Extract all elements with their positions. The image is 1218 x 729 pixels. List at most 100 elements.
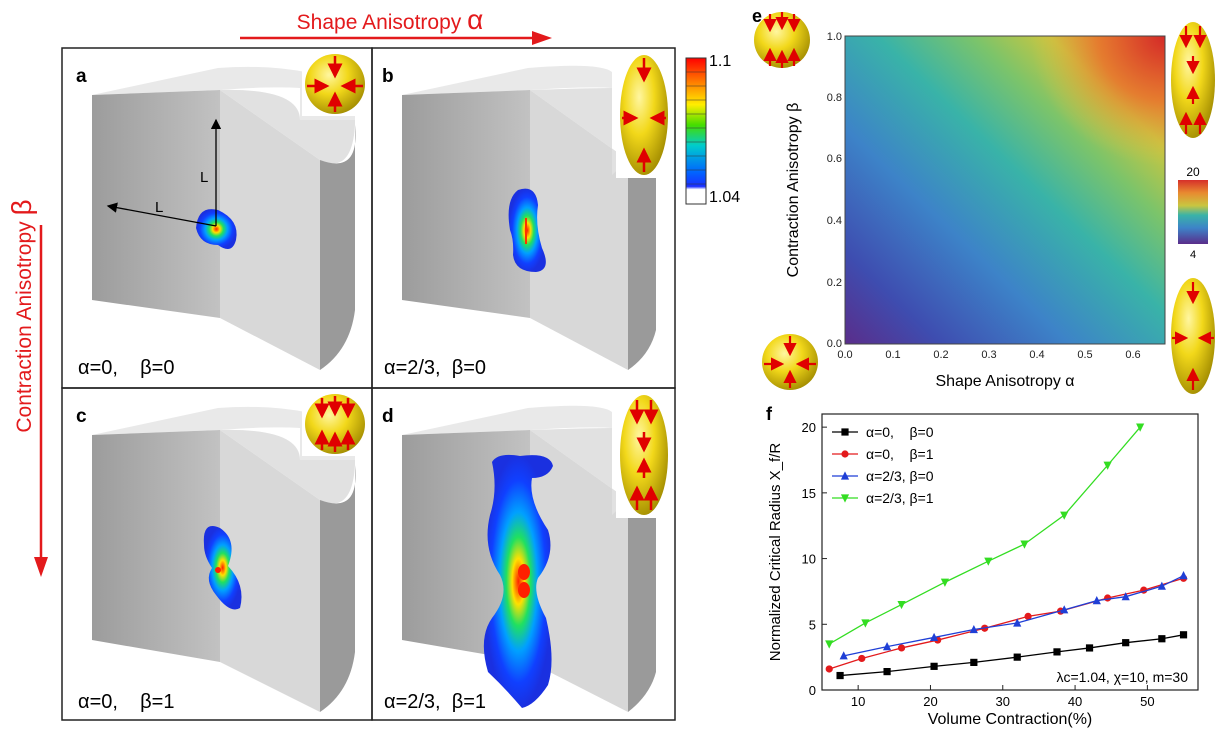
f-data-point (882, 642, 892, 651)
f-xtick-label: 20 (923, 694, 937, 709)
f-legend-label: α=2/3, β=0 (866, 468, 934, 484)
f-data-point (1179, 631, 1188, 639)
panel-f-xlabel: Volume Contraction(%) (928, 711, 1093, 728)
f-data-point (1013, 618, 1022, 627)
f-data-point (1024, 612, 1032, 620)
f-legend-marker (841, 450, 849, 458)
panel-a-sphere-icon (302, 52, 368, 116)
e-ytick: 0.0 (827, 338, 842, 350)
top-axis-label-text: Shape Anisotropy (296, 11, 462, 34)
simulation-grid: L L (61, 47, 676, 721)
panel-a-letter: a (76, 66, 87, 87)
e-xtick: 0.3 (981, 349, 996, 361)
f-data-point (883, 668, 891, 676)
f-data-point (1060, 511, 1069, 520)
f-ytick-label: 0 (809, 683, 816, 698)
panel-e-ylabel: Contraction Anisotropy β (785, 103, 802, 278)
f-data-point (897, 644, 906, 652)
f-data-point (969, 624, 978, 634)
f-data-point (970, 658, 978, 666)
panel-a-length-vertical: L (200, 169, 208, 186)
f-series-line (843, 575, 1184, 657)
f-ytick-label: 10 (802, 552, 816, 567)
panel-b-ellipsoid-icon (616, 52, 672, 178)
f-data-point (1122, 639, 1130, 647)
f-legend-label: α=2/3, β=1 (866, 490, 934, 506)
f-series-line (829, 577, 1184, 670)
panel-e-colorbar-min: 4 (1190, 249, 1196, 261)
f-ytick-label: 20 (802, 420, 816, 435)
strain-colorbar-max: 1.1 (709, 53, 731, 70)
f-data-point (930, 662, 938, 670)
e-xtick: 0.6 (1125, 349, 1140, 361)
panel-d-letter: d (382, 406, 394, 427)
f-data-point (1157, 581, 1166, 590)
f-data-point (940, 578, 950, 587)
f-data-point (858, 654, 866, 663)
panel-b-letter: b (382, 66, 394, 87)
e-ytick: 0.2 (827, 277, 842, 289)
f-series-3 (825, 423, 1145, 649)
panel-e-sphere-topleft-icon (754, 12, 810, 68)
panel-c-letter: c (76, 406, 87, 427)
f-legend-marker (840, 494, 850, 503)
f-xtick-label: 40 (1068, 694, 1082, 709)
e-xtick: 0.5 (1077, 349, 1092, 361)
panel-e-ellipsoid-bottomright-icon (1171, 278, 1215, 394)
panel-f-plot-frame (821, 413, 1199, 691)
top-axis-arrow (240, 31, 552, 45)
f-series-0 (836, 631, 1188, 680)
panel-d-caption: α=2/3, β=1 (384, 691, 486, 713)
e-xtick: 0.1 (885, 349, 900, 361)
top-axis-label: Shape Anisotropy α (250, 4, 530, 36)
f-xtick-label: 30 (996, 694, 1010, 709)
f-data-point (1060, 605, 1069, 614)
top-axis-symbol: α (467, 4, 484, 35)
f-data-point (861, 619, 870, 628)
panel-a-length-horizontal: L (155, 199, 163, 216)
f-ytick-label: 5 (809, 617, 816, 632)
f-legend-marker (841, 428, 849, 436)
panel-f-ylabel: Normalized Critical Radius X_f/R (767, 443, 784, 662)
f-legend-label: α=0, β=0 (866, 424, 934, 440)
panel-b-caption: α=2/3, β=0 (384, 357, 486, 379)
f-data-point (1092, 596, 1101, 605)
f-series-line (840, 634, 1184, 677)
left-axis-arrow (34, 225, 48, 577)
f-data-point (984, 557, 993, 566)
e-ytick: 0.8 (827, 92, 842, 104)
f-data-point (1013, 653, 1021, 661)
panel-e-letter: e (752, 6, 762, 26)
f-data-point (1104, 594, 1112, 602)
f-xtick-label: 10 (851, 694, 865, 709)
f-data-point (825, 665, 833, 673)
f-data-point (929, 632, 939, 642)
panel-d-ellipsoid-icon (616, 392, 672, 518)
f-data-point (1179, 571, 1188, 580)
f-data-point (897, 600, 906, 610)
f-ytick-label: 15 (802, 486, 816, 501)
panel-e-heatmap: e 0.0 0.1 0.2 0.3 0.4 0.5 0.6 0.0 0.2 0.… (752, 6, 1215, 394)
panel-a-caption: α=0, β=0 (78, 357, 174, 379)
panel-e-xlabel: Shape Anisotropy α (935, 373, 1074, 390)
panel-c-sphere-icon (302, 392, 368, 456)
f-data-point (825, 640, 834, 649)
f-data-point (1085, 644, 1094, 652)
f-series-2 (839, 571, 1188, 660)
panel-a-block (92, 66, 356, 370)
f-xtick-label: 50 (1140, 694, 1154, 709)
panel-c-block (92, 406, 356, 712)
f-data-point (1121, 592, 1130, 601)
strain-colorbar: 1.1 1.04 (685, 53, 740, 206)
panel-c-caption: α=0, β=1 (78, 691, 174, 713)
panel-e-ellipsoid-topright-icon (1171, 22, 1215, 138)
e-xtick: 0.4 (1029, 349, 1044, 361)
strain-colorbar-min: 1.04 (709, 189, 740, 206)
f-data-point (1158, 635, 1166, 643)
panel-e-sphere-bottomleft-icon (762, 334, 818, 390)
panel-e-colorbar-max: 20 (1186, 165, 1200, 179)
f-data-point (1020, 540, 1029, 549)
f-data-point (1053, 648, 1061, 656)
f-data-point (839, 651, 848, 660)
e-xtick: 0.0 (837, 349, 852, 361)
